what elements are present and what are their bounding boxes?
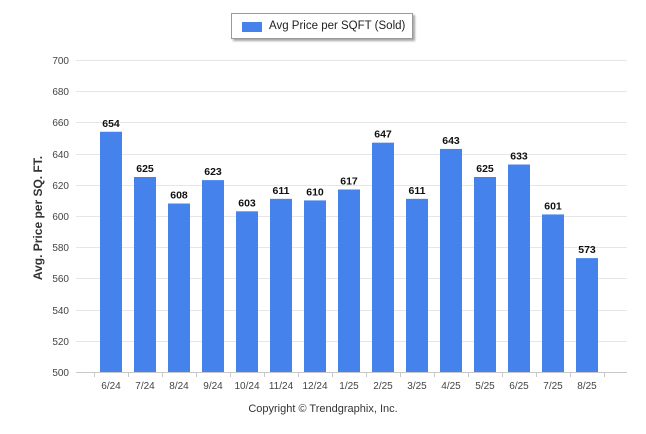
bar	[576, 258, 598, 372]
data-label: 654	[102, 118, 120, 130]
x-axis-ticks: 6/24 7/24 8/24 9/24 10/24 11/24 12/24 1/25 2/25 3…	[94, 372, 605, 392]
data-label: 625	[136, 163, 154, 175]
legend-label: Avg Price per SQFT (Sold)	[269, 20, 406, 32]
data-label: 647	[374, 129, 392, 141]
x-tick-label: 11/24	[269, 381, 294, 392]
x-tick-label: 6/25	[509, 381, 529, 392]
bar	[440, 148, 462, 372]
bar	[202, 180, 224, 372]
bar	[168, 203, 190, 372]
y-tick-label: 520	[52, 337, 69, 348]
x-tick-label: 1/25	[339, 381, 359, 392]
bar	[100, 131, 122, 372]
bar	[372, 142, 394, 372]
data-label: 611	[409, 185, 426, 197]
x-tick-label: 3/25	[407, 381, 427, 392]
data-label: 633	[510, 151, 528, 163]
legend: Avg Price per SQFT (Sold)	[231, 13, 413, 39]
bar	[406, 198, 428, 372]
data-label: 643	[442, 135, 460, 147]
x-tick-label: 9/24	[203, 381, 223, 392]
y-tick-label: 680	[52, 87, 69, 98]
y-axis-ticks: 500 520 540 560 580 600 620 640 660 680 700	[52, 56, 69, 379]
x-tick-label: 2/25	[373, 381, 393, 392]
x-tick-label: 4/25	[441, 381, 461, 392]
bar	[542, 214, 564, 372]
y-tick-label: 500	[52, 368, 69, 379]
bar	[474, 177, 496, 372]
data-label: 625	[476, 163, 494, 175]
x-tick-label: 12/24	[302, 381, 327, 392]
data-label: 601	[544, 200, 562, 212]
bar	[338, 189, 360, 372]
y-tick-label: 620	[52, 181, 69, 192]
bars: 654 625 608 623 603 611 610 617 647 611 643 625 633 6…	[100, 118, 598, 372]
bar	[304, 200, 326, 372]
y-tick-label: 660	[52, 118, 69, 129]
data-label: 573	[578, 244, 596, 256]
x-tick-label: 8/25	[577, 381, 597, 392]
y-tick-label: 700	[52, 56, 69, 67]
data-label: 610	[306, 186, 324, 198]
x-tick-label: 10/24	[234, 381, 259, 392]
bar	[236, 211, 258, 372]
y-tick-label: 540	[52, 306, 69, 317]
y-tick-label: 600	[52, 212, 69, 223]
x-tick-label: 7/25	[543, 381, 563, 392]
y-tick-label: 580	[52, 243, 69, 254]
x-tick-label: 8/24	[169, 381, 189, 392]
y-tick-label: 640	[52, 150, 69, 161]
y-axis-title: Avg. Price per SQ. FT.	[31, 155, 45, 281]
copyright-footer: Copyright © Trendgraphix, Inc.	[248, 403, 398, 415]
bar	[270, 198, 292, 372]
bar	[508, 164, 530, 372]
bar	[134, 177, 156, 372]
data-label: 617	[340, 175, 358, 187]
y-tick-label: 560	[52, 274, 69, 285]
x-tick-label: 5/25	[475, 381, 495, 392]
legend-swatch	[242, 22, 262, 32]
data-label: 608	[170, 190, 188, 202]
data-label: 603	[238, 197, 256, 209]
x-tick-label: 7/24	[135, 381, 155, 392]
data-label: 623	[204, 166, 222, 178]
x-tick-label: 6/24	[101, 381, 121, 392]
data-label: 611	[273, 185, 290, 197]
